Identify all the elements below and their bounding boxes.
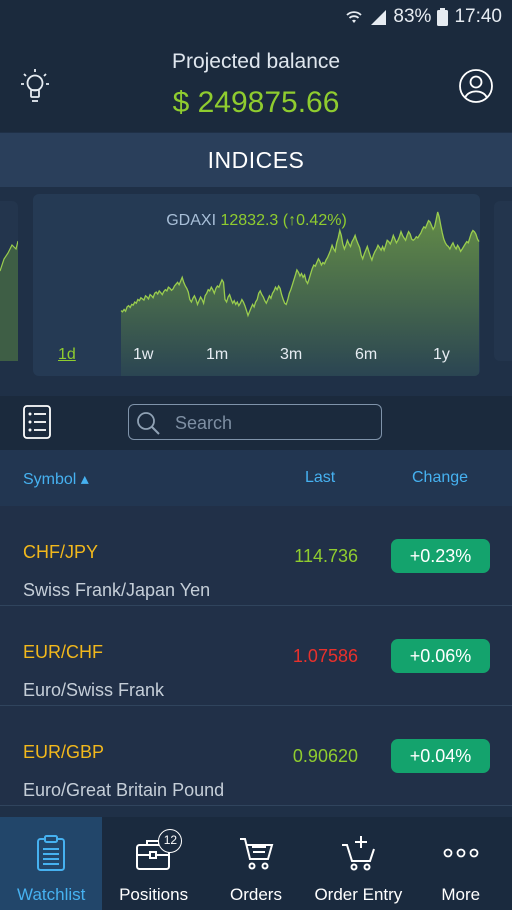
prev-card-chart [0, 240, 19, 361]
row-last-price: 1.07586 [292, 646, 358, 666]
chart-card[interactable]: GDAXI 12832.3 (↑0.42%) 1d 1w 1m 3m 6m 1y [33, 194, 480, 376]
chart-title: GDAXI 12832.3 (↑0.42%) [33, 212, 480, 230]
column-symbol[interactable]: Symbol ▴ [23, 471, 89, 488]
prev-card[interactable] [0, 201, 19, 361]
row-change-badge[interactable]: +0.06% [391, 639, 490, 673]
row-symbol: CHF/JPY [23, 542, 99, 562]
more-icon [443, 848, 478, 858]
row-last-price: 114.736 [294, 546, 358, 566]
projected-balance-label: Projected balance [171, 50, 341, 73]
section-title: INDICES [0, 133, 512, 187]
nav-orders[interactable]: Orders [205, 817, 307, 910]
watchlist-toolbar: Search [0, 396, 512, 450]
cart-plus-icon [342, 836, 376, 871]
clipboard-icon [37, 835, 65, 871]
projected-balance-value: $ 249875.66 [172, 86, 340, 119]
status-bar: 83% 17:40 [0, 0, 512, 34]
range-3m[interactable]: 3m [280, 346, 303, 363]
chart-value: 12832.3 (↑0.42%) [220, 212, 347, 229]
chart-series-line [120, 211, 480, 318]
row-symbol: EUR/GBP [23, 742, 105, 762]
wifi-icon [346, 11, 363, 23]
next-card[interactable] [494, 201, 512, 361]
watchlist-rows: CHF/JPY Swiss Frank/Japan Yen 114.736 +0… [0, 506, 512, 806]
nav-label: Orders [229, 885, 282, 904]
row-symbol: EUR/CHF [23, 642, 103, 662]
column-last[interactable]: Last [305, 469, 336, 486]
row-change-badge[interactable]: +0.04% [391, 739, 490, 773]
range-6m[interactable]: 6m [355, 346, 378, 363]
row-description: Euro/Swiss Frank [23, 680, 165, 700]
header: Projected balance $ 249875.66 [0, 34, 512, 132]
nav-positions[interactable]: 12 Positions [102, 817, 204, 910]
nav-more[interactable]: More [410, 817, 512, 910]
cart-list-icon [239, 838, 274, 870]
nav-order-entry[interactable]: Order Entry [307, 817, 409, 910]
search-placeholder: Search [175, 413, 233, 433]
nav-label: Order Entry [314, 885, 403, 904]
table-row[interactable]: EUR/GBP Euro/Great Britain Pound 0.90620… [0, 706, 512, 806]
range-1w[interactable]: 1w [133, 346, 154, 363]
user-icon[interactable] [458, 68, 494, 104]
lightbulb-icon[interactable] [18, 66, 52, 106]
battery-percent: 83% [393, 6, 432, 27]
price-area-chart [120, 211, 480, 376]
nav-label: More [441, 885, 481, 904]
range-1m[interactable]: 1m [206, 346, 229, 363]
range-1y[interactable]: 1y [433, 346, 450, 363]
row-change-badge[interactable]: +0.23% [391, 539, 490, 573]
nav-watchlist[interactable]: Watchlist [0, 817, 103, 910]
range-selector: 1d 1w 1m 3m 6m 1y [33, 346, 480, 370]
battery-icon [437, 8, 449, 26]
nav-label: Watchlist [17, 885, 86, 904]
table-row[interactable]: EUR/CHF Euro/Swiss Frank 1.07586 +0.06% [0, 606, 512, 706]
column-change[interactable]: Change [412, 469, 469, 486]
row-last-price: 0.90620 [292, 746, 358, 766]
indices-carousel[interactable]: GDAXI 12832.3 (↑0.42%) 1d 1w 1m 3m 6m 1y [0, 187, 512, 385]
search-input[interactable]: Search [128, 404, 382, 440]
table-header: Symbol ▴ Last Change [0, 450, 512, 506]
row-description: Euro/Great Britain Pound [23, 780, 225, 800]
clock: 17:40 [454, 6, 502, 27]
nav-label: Positions [119, 885, 189, 904]
chart-symbol: GDAXI [166, 212, 217, 229]
table-row[interactable]: CHF/JPY Swiss Frank/Japan Yen 114.736 +0… [0, 506, 512, 606]
list-view-icon[interactable] [22, 404, 52, 440]
positions-count-badge: 12 [158, 829, 183, 853]
range-1d[interactable]: 1d [58, 346, 76, 363]
search-icon [137, 412, 160, 435]
bottom-navigation: Watchlist 12 Positions Orders Order Entr… [0, 817, 512, 910]
signal-icon [371, 10, 387, 25]
row-description: Swiss Frank/Japan Yen [23, 580, 211, 600]
chart-area-fill [121, 212, 479, 376]
